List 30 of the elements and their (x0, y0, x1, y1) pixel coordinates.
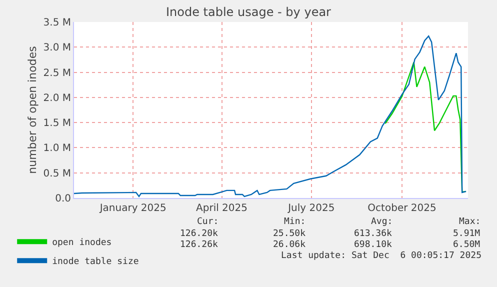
y-axis-title: number of open inodes (26, 46, 39, 174)
x-tick-label: April 2025 (196, 203, 248, 214)
text: Max: (459, 217, 481, 227)
text: 126.20k (180, 229, 219, 239)
y-tick-label: 2.0 M (43, 92, 71, 104)
text: Avg: (371, 217, 393, 227)
y-tick-label: 0.0 (55, 194, 71, 204)
x-tick-label: January 2025 (98, 203, 166, 214)
text: 5.91M (453, 229, 481, 239)
x-tick-label: October 2025 (368, 203, 436, 214)
line-series (384, 62, 467, 193)
y-tick-label: 2.5 M (43, 68, 71, 79)
x-tick-label: July 2025 (287, 203, 335, 214)
y-tick-label: 1.0 M (43, 143, 71, 154)
text: 25.50k (273, 229, 306, 239)
text: Cur: (197, 217, 219, 227)
text: 126.26k (180, 240, 219, 250)
y-tick-label: 3.5 M (43, 18, 71, 28)
y-tick-label: 3.0 M (43, 42, 71, 54)
text: Min: (284, 217, 306, 227)
text: 26.06k (273, 240, 306, 250)
text: 613.36k (354, 229, 393, 239)
text: Last update: Sat Dec 6 00:05:17 2025 (281, 251, 482, 261)
y-tick-label: 0.5 M (43, 168, 71, 180)
y-tick-label: 1.5 M (43, 118, 71, 130)
text: 6.50M (453, 240, 481, 250)
legend-label: inode table size (52, 257, 139, 268)
chart-title: Inode table usage - by year (166, 5, 332, 20)
text: 698.10k (354, 240, 393, 250)
legend-label: open inodes (52, 238, 112, 248)
